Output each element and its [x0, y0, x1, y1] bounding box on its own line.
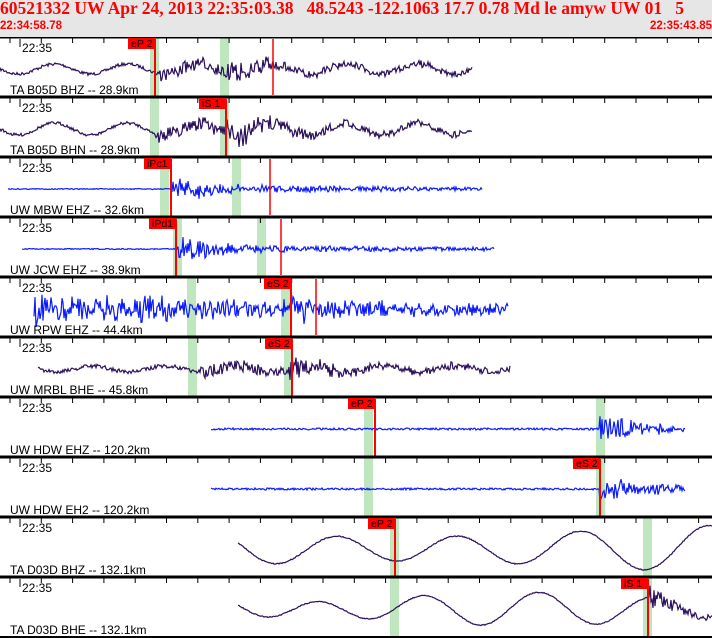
waveform-trace: [7, 178, 483, 199]
end-time: 22:35:43.85: [649, 20, 712, 32]
time-label: 22:35: [22, 401, 52, 415]
seismogram-panel[interactable]: 22:35 TA D03D BHZ -- 132.1km eP 2: [0, 515, 712, 577]
seismogram-panel[interactable]: 22:35 UW MRBL BHE -- 45.8km eS 2: [0, 335, 712, 397]
pick-window-band: [364, 398, 373, 457]
waveform-trace: [21, 237, 495, 260]
pick-label: iS 1: [202, 98, 220, 110]
time-label: 22:35: [22, 161, 52, 175]
waveform-trace: [33, 294, 509, 328]
time-label: 22:35: [22, 281, 52, 295]
phase-pick[interactable]: eP 2: [128, 38, 156, 97]
time-label: 22:35: [22, 521, 52, 535]
waveform-trace: [210, 416, 685, 440]
waveform-trace: [210, 479, 686, 502]
pick-label: eS 2: [576, 458, 598, 470]
phase-pick[interactable]: iS 1: [621, 578, 649, 637]
phase-pick[interactable]: eP 2: [348, 398, 376, 457]
pick-window-band: [364, 458, 373, 517]
event-header: 60521332 UW Apr 24, 2013 22:35:03.38 48.…: [0, 0, 712, 37]
pick-label: iS 1: [624, 578, 642, 590]
pick-window-band: [390, 578, 399, 637]
pick-window-band: [150, 98, 159, 157]
waveform-trace: [0, 115, 472, 147]
time-label: 22:35: [22, 221, 52, 235]
pick-window-band: [232, 158, 241, 217]
time-label: 22:35: [22, 581, 52, 595]
waveform-trace: [37, 357, 511, 381]
pick-window-band: [643, 518, 652, 577]
phase-pick[interactable]: eS 2: [265, 338, 293, 397]
pick-label: eP 2: [351, 398, 373, 410]
pick-window-band: [220, 38, 229, 97]
phase-pick[interactable]: iPd1: [149, 218, 177, 277]
seismogram-panel[interactable]: 22:35 TA D03D BHE -- 132.1km iS 1: [0, 575, 712, 637]
time-label: 22:35: [22, 461, 52, 475]
time-label: 22:35: [22, 341, 52, 355]
pick-label: eS 2: [268, 338, 290, 350]
phase-pick[interactable]: eP 2: [368, 518, 396, 577]
phase-pick[interactable]: eS 2: [264, 278, 292, 337]
pick-label: iPc1: [147, 158, 168, 170]
station-label: UW RPW EHZ -- 44.4km: [10, 323, 143, 337]
seismogram-panels[interactable]: 22:35 TA B05D BHZ -- 28.9km eP 2 22:35 TA B0…: [0, 37, 712, 638]
pick-window-band: [187, 278, 196, 337]
station-label: UW MRBL BHE -- 45.8km: [10, 383, 148, 397]
pick-window-band: [257, 218, 266, 277]
pick-label: eS 2: [267, 278, 289, 290]
pick-label: iPd1: [152, 218, 173, 230]
pick-label: eP 2: [371, 518, 393, 530]
station-label: UW HDW EHZ -- 120.2km: [10, 443, 150, 457]
seismogram-panel[interactable]: 22:35 TA B05D BHN -- 28.9km iS 1: [0, 95, 712, 157]
phase-pick[interactable]: eS 2: [573, 458, 601, 517]
time-label: 22:35: [22, 101, 52, 115]
phase-pick[interactable]: iS 1: [199, 98, 227, 157]
waveform-trace: [237, 585, 712, 627]
waveform-trace: [237, 524, 712, 571]
pick-window-band: [160, 158, 169, 217]
station-label: UW MBW EHZ -- 32.6km: [10, 203, 144, 217]
start-time: 22:34:58.78: [0, 20, 63, 32]
station-label: TA B05D BHN -- 28.9km: [10, 143, 140, 157]
seismogram-panel[interactable]: 22:35 UW JCW EHZ -- 38.9km iPd1: [0, 215, 712, 277]
station-label: TA D03D BHE -- 132.1km: [10, 623, 147, 637]
seismogram-panel[interactable]: 22:35 UW HDW EHZ -- 120.2km eP 2: [0, 395, 712, 457]
time-label: 22:35: [22, 41, 52, 55]
station-label: TA B05D BHZ -- 28.9km: [10, 83, 138, 97]
seismogram-panel[interactable]: 22:35 UW RPW EHZ -- 44.4km eS 2: [0, 275, 712, 337]
seismogram-panel[interactable]: 22:35 UW HDW EH2 -- 120.2km eS 2: [0, 455, 712, 517]
pick-label: eP 2: [131, 38, 153, 50]
seismogram-panel[interactable]: 22:35 UW MBW EHZ -- 32.6km iPc1: [0, 155, 712, 217]
station-label: TA D03D BHZ -- 132.1km: [10, 563, 146, 577]
station-label: UW JCW EHZ -- 38.9km: [10, 263, 141, 277]
seismogram-panel[interactable]: 22:35 TA B05D BHZ -- 28.9km eP 2: [0, 37, 712, 97]
station-label: UW HDW EH2 -- 120.2km: [10, 503, 149, 517]
phase-pick[interactable]: iPc1: [144, 158, 172, 217]
waveform-trace: [0, 55, 473, 82]
event-title: 60521332 UW Apr 24, 2013 22:35:03.38 48.…: [0, 0, 684, 18]
pick-window-band: [188, 338, 197, 397]
